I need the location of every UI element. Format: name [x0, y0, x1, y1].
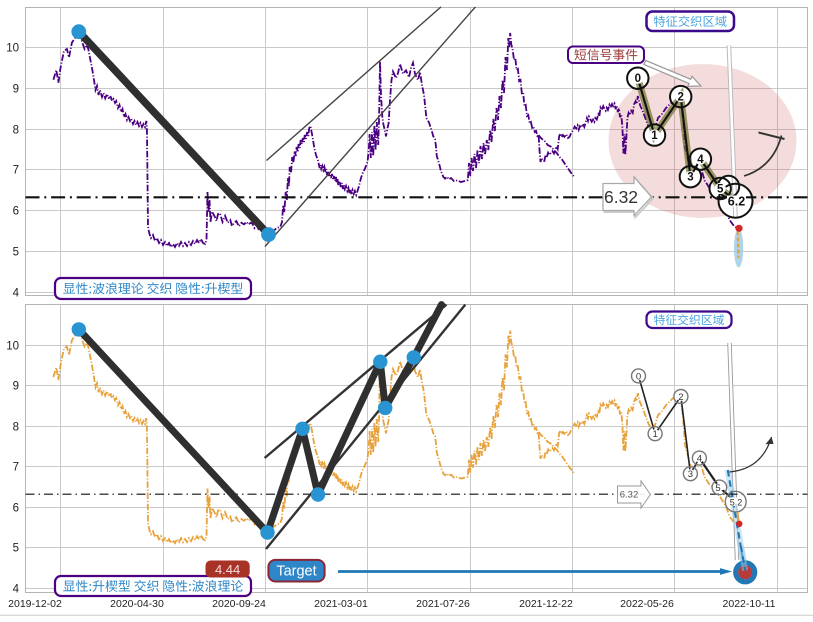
svg-text:2021-07-26: 2021-07-26: [416, 598, 470, 610]
svg-text:4: 4: [697, 154, 704, 166]
svg-text:9: 9: [13, 381, 19, 393]
svg-text:0: 0: [635, 73, 641, 85]
svg-text:4: 4: [13, 584, 20, 596]
svg-text:7: 7: [13, 165, 19, 177]
svg-text:9: 9: [13, 84, 19, 96]
svg-text:4: 4: [13, 288, 20, 300]
svg-text:6.32: 6.32: [604, 187, 638, 207]
svg-text:1: 1: [651, 130, 658, 142]
svg-text:2021-03-01: 2021-03-01: [314, 598, 368, 610]
svg-text:6: 6: [13, 206, 19, 218]
svg-text:1: 1: [652, 429, 657, 440]
svg-text:6: 6: [13, 503, 19, 515]
svg-text:5: 5: [13, 543, 19, 555]
svg-text:4.44: 4.44: [215, 562, 240, 577]
svg-text:4: 4: [697, 454, 702, 465]
svg-text:2020-09-24: 2020-09-24: [212, 598, 266, 610]
svg-text:2: 2: [678, 392, 683, 403]
svg-text:10: 10: [6, 43, 19, 55]
svg-text:6.32: 6.32: [620, 490, 639, 501]
svg-text:2022-05-26: 2022-05-26: [620, 598, 674, 610]
svg-text:Target: Target: [276, 564, 316, 580]
svg-text:0: 0: [636, 371, 641, 382]
svg-text:7: 7: [13, 462, 19, 474]
svg-text:5: 5: [13, 247, 19, 259]
svg-text:8: 8: [13, 125, 19, 137]
svg-text:3: 3: [688, 469, 693, 480]
svg-text:2020-04-30: 2020-04-30: [110, 598, 164, 610]
svg-text:2021-12-22: 2021-12-22: [519, 598, 573, 610]
svg-text:2022-10-11: 2022-10-11: [723, 598, 776, 610]
svg-text:5.2: 5.2: [730, 498, 743, 508]
svg-text:6.2: 6.2: [728, 195, 745, 209]
svg-text:10: 10: [6, 341, 19, 353]
svg-text:2: 2: [677, 92, 683, 104]
svg-text:5.: 5.: [715, 483, 723, 494]
svg-text:5: 5: [717, 184, 724, 196]
svg-text:2019-12-02: 2019-12-02: [8, 598, 62, 610]
svg-text:8: 8: [13, 422, 19, 434]
svg-text:3: 3: [687, 172, 693, 184]
